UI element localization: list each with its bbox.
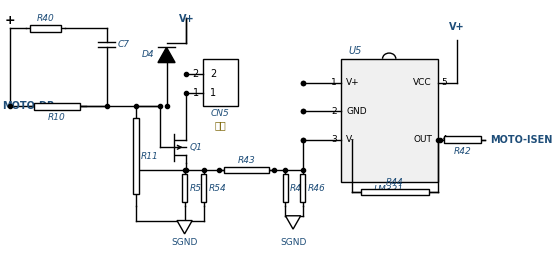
Bar [30, 25, 61, 32]
Text: 2: 2 [193, 69, 199, 79]
Text: U5: U5 [348, 46, 362, 56]
Polygon shape [158, 47, 175, 63]
Text: R43: R43 [238, 156, 255, 165]
Polygon shape [177, 221, 192, 234]
Bar [182, 174, 187, 202]
Text: 2: 2 [210, 69, 216, 79]
Text: C7: C7 [118, 40, 130, 49]
Text: Q1: Q1 [190, 143, 202, 152]
Text: V+: V+ [179, 14, 195, 24]
Text: OUT: OUT [413, 135, 432, 144]
Bar [34, 103, 80, 110]
Text: 1: 1 [210, 88, 216, 98]
Bar [201, 174, 206, 202]
Text: CN5: CN5 [211, 109, 230, 118]
Text: 3: 3 [331, 135, 337, 144]
Bar [283, 174, 288, 202]
Bar [300, 174, 305, 202]
Text: R46: R46 [307, 184, 325, 193]
Text: V+: V+ [347, 78, 360, 87]
Text: 马达: 马达 [215, 120, 226, 130]
Bar [133, 118, 139, 194]
Text: 1: 1 [331, 78, 337, 87]
Text: 4: 4 [442, 135, 447, 144]
Text: MOTO-DR: MOTO-DR [2, 101, 54, 111]
Text: R53: R53 [190, 184, 207, 193]
Bar [340, 59, 438, 182]
Text: SGND: SGND [280, 238, 306, 247]
Text: LM321: LM321 [374, 185, 404, 194]
Bar [203, 59, 238, 106]
Bar [361, 189, 429, 195]
Text: D4: D4 [141, 49, 154, 59]
Text: R45: R45 [290, 184, 308, 193]
Text: MOTO-ISEN: MOTO-ISEN [490, 135, 552, 145]
Text: 1: 1 [193, 88, 199, 98]
Text: R10: R10 [48, 114, 66, 123]
Text: R42: R42 [453, 147, 471, 156]
Text: V-: V- [347, 135, 355, 144]
Bar [224, 167, 268, 173]
Text: 5: 5 [442, 78, 447, 87]
Text: R11: R11 [141, 152, 159, 161]
Text: VCC: VCC [413, 78, 432, 87]
Text: GND: GND [347, 107, 367, 116]
Text: R40: R40 [36, 14, 54, 23]
Text: R44: R44 [386, 178, 404, 187]
Text: R54: R54 [209, 184, 226, 193]
Text: +: + [4, 14, 15, 27]
Text: 2: 2 [331, 107, 337, 116]
Polygon shape [286, 216, 301, 229]
Text: V+: V+ [449, 22, 465, 32]
Bar [444, 136, 481, 143]
Text: SGND: SGND [172, 238, 198, 247]
